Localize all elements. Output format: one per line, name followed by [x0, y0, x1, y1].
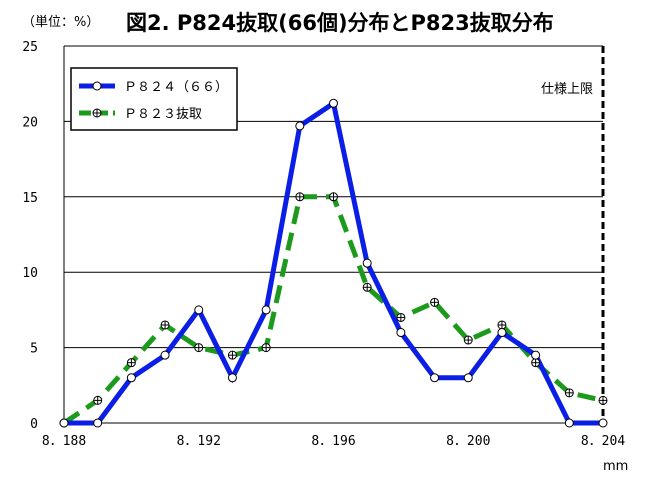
- data-point-0-11: [430, 373, 440, 383]
- y-tick-label: 25: [22, 40, 38, 55]
- data-point-1-11: [430, 297, 440, 307]
- data-point-0-16: [598, 418, 608, 428]
- data-point-0-8: [329, 98, 338, 108]
- data-point-0-15: [564, 418, 574, 428]
- data-point-0-4: [194, 305, 204, 315]
- data-point-0-12: [463, 373, 473, 383]
- annotations: 仕様上限: [541, 46, 605, 423]
- legend-label-0: Ｐ８２４（６６）: [124, 80, 228, 95]
- data-point-0-5: [227, 373, 237, 383]
- legend-label-1: Ｐ８２３抜取: [124, 106, 202, 122]
- data-point-0-6: [261, 305, 271, 315]
- spec-limit-label: 仕様上限: [541, 82, 593, 97]
- y-axis-unit-label: （単位：%）: [22, 14, 99, 30]
- y-tick-label: 15: [22, 191, 38, 206]
- series-layer: [59, 98, 608, 428]
- data-point-0-7: [295, 121, 305, 131]
- data-point-1-5: [227, 350, 237, 360]
- x-tick-labels: 8．188 8．192 8．196 8．200 8．204: [42, 434, 625, 449]
- data-point-0-9: [362, 258, 372, 268]
- data-point-0-3: [160, 350, 170, 360]
- data-point-1-4: [194, 343, 204, 353]
- series-line-0: [64, 99, 603, 426]
- data-point-1-10: [396, 312, 406, 322]
- data-point-0-14: [531, 350, 541, 360]
- data-point-1-14: [531, 358, 541, 368]
- y-tick-label: 5: [30, 342, 38, 357]
- data-point-0-1: [93, 418, 103, 428]
- data-point-0-2: [126, 373, 136, 383]
- x-tick-label: 8．188: [42, 434, 86, 449]
- y-tick-label: 20: [22, 115, 38, 130]
- data-point-1-1: [93, 395, 103, 405]
- data-point-1-13: [497, 320, 507, 330]
- x-tick-label: 8．196: [311, 434, 355, 449]
- y-tick-label: 0: [30, 417, 38, 432]
- x-tick-label: 8．200: [446, 434, 490, 449]
- data-point-1-2: [126, 358, 136, 368]
- data-point-1-8: [329, 192, 338, 202]
- data-point-0-10: [396, 328, 406, 338]
- data-point-0-0: [59, 418, 69, 428]
- data-point-1-16: [598, 395, 608, 405]
- legend-box: [70, 67, 238, 131]
- data-point-1-9: [362, 282, 372, 292]
- x-tick-label: 8．192: [177, 434, 221, 449]
- y-tick-label: 10: [22, 266, 38, 281]
- legend: Ｐ８２４（６６） Ｐ８２３抜取: [70, 67, 238, 131]
- data-point-1-15: [564, 388, 574, 398]
- data-point-1-12: [463, 335, 473, 345]
- y-tick-labels: 0 5 10 15 20 25: [22, 40, 38, 432]
- x-tick-label: 8．204: [581, 434, 625, 449]
- legend-marker-0: [92, 81, 102, 91]
- data-point-1-7: [295, 192, 305, 202]
- legend-items: Ｐ８２４（６６） Ｐ８２３抜取: [79, 80, 228, 122]
- data-point-0-13: [497, 328, 507, 338]
- x-axis-unit-label: mm: [603, 459, 628, 474]
- data-point-1-6: [261, 343, 271, 353]
- series-line-1: [62, 194, 604, 426]
- legend-marker-1: [92, 108, 102, 118]
- chart-title: 図2. P824抜取(66個)分布とP823抜取分布: [126, 11, 554, 35]
- data-point-1-3: [160, 320, 170, 330]
